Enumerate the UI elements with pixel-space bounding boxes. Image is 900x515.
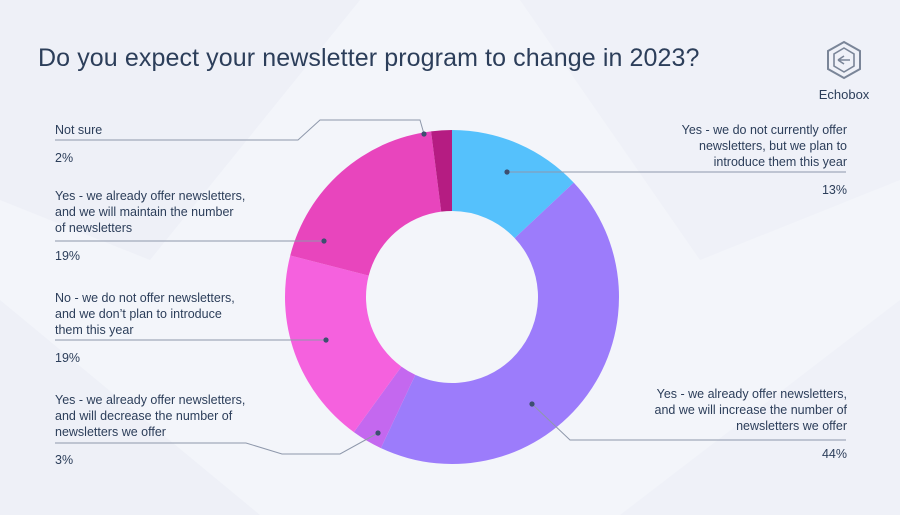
label-maintain: Yes - we already offer newsletters, and … bbox=[55, 188, 295, 264]
leader-line-2 bbox=[531, 403, 846, 441]
label-not-sure: Not sure 2% bbox=[55, 122, 295, 166]
donut-slice-1 bbox=[452, 130, 574, 239]
leader-dot-3 bbox=[375, 430, 381, 436]
label-value: 2% bbox=[55, 151, 74, 165]
label-value: 44% bbox=[821, 447, 847, 461]
label-value: 3% bbox=[55, 453, 74, 467]
donut-slice-6 bbox=[431, 130, 452, 212]
brand-name: Echobox bbox=[818, 87, 870, 102]
donut-slice-4 bbox=[285, 255, 402, 433]
leader-dot-1 bbox=[504, 169, 510, 175]
page-title: Do you expect your newsletter program to… bbox=[38, 44, 700, 72]
label-text: Yes - we already offer newsletters, and … bbox=[55, 393, 246, 439]
leader-dot-2 bbox=[529, 401, 535, 407]
leader-line-6 bbox=[55, 119, 425, 141]
echobox-logo-icon bbox=[827, 40, 861, 80]
donut-slice-3 bbox=[353, 366, 416, 449]
donut-slice-2 bbox=[380, 182, 620, 464]
label-plan-to-introduce: Yes - we do not currently offer newslett… bbox=[607, 122, 847, 198]
label-text: No - we do not offer newsletters, and we… bbox=[55, 291, 235, 337]
leader-dot-4 bbox=[323, 337, 329, 343]
donut-slice-5 bbox=[290, 131, 442, 276]
leader-dot-5 bbox=[321, 238, 327, 244]
label-value: 13% bbox=[821, 183, 847, 197]
label-no-plan: No - we do not offer newsletters, and we… bbox=[55, 290, 295, 366]
leader-line-3 bbox=[55, 432, 379, 455]
label-value: 19% bbox=[55, 351, 81, 365]
label-increase: Yes - we already offer newsletters, and … bbox=[607, 386, 847, 462]
brand-logo: Echobox bbox=[818, 40, 870, 102]
label-text: Yes - we do not currently offer newslett… bbox=[681, 123, 847, 169]
label-text: Yes - we already offer newsletters, and … bbox=[654, 387, 847, 433]
label-text: Not sure bbox=[55, 123, 103, 137]
leader-dot-6 bbox=[421, 131, 427, 137]
label-value: 19% bbox=[55, 249, 81, 263]
label-decrease: Yes - we already offer newsletters, and … bbox=[55, 392, 295, 468]
label-text: Yes - we already offer newsletters, and … bbox=[55, 189, 246, 235]
